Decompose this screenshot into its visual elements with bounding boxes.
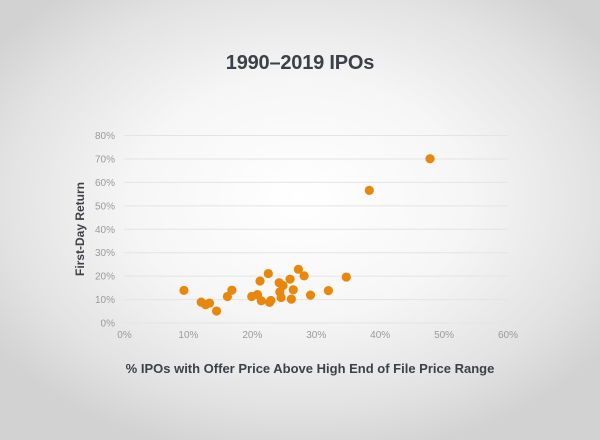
x-tick-label: 10% [178,330,198,341]
chart-title: 1990–2019 IPOs [225,52,375,74]
x-tick-label: 50% [434,330,454,341]
data-point [179,285,189,296]
data-points [179,154,435,316]
data-point [299,271,309,281]
data-point [293,264,303,274]
y-tick-label: 0% [101,319,116,330]
x-tick-label: 40% [370,330,390,341]
x-tick-label: 60% [498,330,518,341]
y-tick-label: 70% [95,154,115,165]
data-point [276,292,286,303]
y-tick-label: 20% [95,272,115,283]
x-tick-label: 30% [306,330,326,341]
data-point [341,272,351,282]
y-tick-label: 40% [95,225,115,236]
y-tick-label: 60% [95,178,115,189]
data-point [266,295,276,306]
data-point [278,280,288,291]
data-point [204,298,215,308]
data-point [255,276,265,286]
y-axis-label: First-Day Return [73,182,87,276]
gridlines [124,135,508,324]
y-tick-label: 50% [95,201,115,212]
data-point [256,296,266,306]
y-axis-ticks: 0% 10% 20% 30% 40% 50% 60% 70% 80% [95,131,115,330]
data-point [425,154,435,164]
x-axis-label: % IPOs with Offer Price Above High End o… [125,361,495,376]
data-point [288,285,298,295]
data-point [286,294,296,304]
data-point [227,285,237,295]
x-tick-label: 0% [117,330,132,341]
y-tick-label: 30% [95,248,115,259]
x-axis-ticks: 0% 10% 20% 30% 40% 50% 60% [117,330,518,341]
y-tick-label: 80% [95,131,115,142]
y-tick-label: 10% [95,295,115,306]
data-point [285,274,295,284]
x-tick-label: 20% [242,330,262,341]
data-point [263,268,273,279]
data-point [305,290,316,300]
data-point [323,286,333,296]
data-point [211,306,222,316]
data-point [364,185,374,195]
